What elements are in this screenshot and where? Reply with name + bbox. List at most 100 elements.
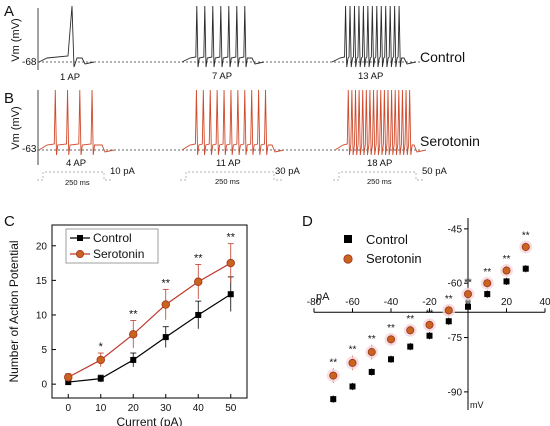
legend-serotonin-label: Serotonin (366, 251, 422, 266)
legend-serotonin-marker (343, 254, 353, 264)
x-tick-label: 30 (160, 403, 172, 414)
significance-marker: ** (503, 254, 511, 265)
data-point-control (484, 291, 491, 298)
data-point-control (227, 291, 234, 298)
data-point-serotonin (348, 358, 357, 367)
y-tick-label: -90 (448, 387, 463, 398)
data-point-serotonin (96, 355, 105, 365)
data-point-serotonin (194, 277, 203, 286)
legend-control-label: Control (366, 232, 408, 247)
significance-marker: ** (483, 267, 491, 278)
legend-serotonin-marker (76, 249, 85, 258)
serotonin-trace-2 (181, 89, 285, 156)
x-tick-label: 50 (225, 403, 237, 414)
data-point-serotonin (329, 371, 338, 380)
y-tick-label: -60 (448, 279, 463, 290)
significance-marker: ** (387, 323, 395, 334)
x-tick-label: 40 (539, 297, 550, 308)
data-point-control (522, 265, 529, 272)
significance-marker: ** (368, 334, 376, 345)
y-axis-label: mV (470, 400, 484, 410)
vm-axis-label-b: Vm (mV) (10, 106, 22, 149)
data-point-control (349, 383, 356, 390)
significance-marker: ** (426, 308, 434, 319)
x-tick-label: 20 (128, 403, 140, 414)
serotonin-trace-3 (334, 89, 427, 156)
significance-marker: ** (226, 232, 235, 244)
chart-c-legend: Control Serotonin (65, 228, 159, 264)
data-point-control (368, 368, 375, 375)
significance-marker: ** (194, 252, 203, 264)
data-point-control (503, 278, 510, 285)
significance-marker: ** (349, 345, 357, 356)
data-point-serotonin (367, 348, 376, 357)
significance-marker: ** (445, 294, 453, 305)
significance-marker: * (99, 341, 104, 353)
data-point-control (407, 343, 414, 350)
significance-marker: ** (161, 277, 170, 289)
data-point-serotonin (226, 258, 235, 268)
serotonin-count-3: 18 AP (367, 158, 392, 169)
panel-label-b: B (4, 90, 14, 107)
significance-marker: ** (522, 231, 530, 242)
legend-control-marker (77, 235, 83, 241)
control-traces: Vm (mV) -68 Control 1 AP 7 AP 13 AP (10, 5, 465, 83)
control-trace-2 (181, 5, 265, 68)
serotonin-trace-label: Serotonin (420, 133, 480, 149)
panel-label-a: A (4, 3, 14, 20)
y-tick-label: 20 (36, 241, 48, 252)
data-point-serotonin (161, 300, 170, 309)
serotonin-count-1: 4 AP (66, 158, 86, 169)
serotonin-traces: Vm (mV) -63 Serotonin 4 AP 11 AP 18 AP 1… (10, 89, 480, 187)
control-trace-3 (331, 5, 417, 68)
chart-d-legend: Control Serotonin (343, 232, 422, 266)
step-duration-2: 250 ms (215, 177, 240, 186)
panel-label-c: C (4, 213, 15, 230)
x-tick-label: 0 (465, 297, 471, 308)
data-point-serotonin (463, 290, 472, 299)
y-tick-label: -45 (448, 224, 463, 235)
x-axis-label: pA (316, 291, 330, 303)
x-tick-label: -40 (384, 297, 399, 308)
data-point-control (445, 318, 452, 325)
series-line-serotonin (67, 262, 232, 378)
plot-frame (51, 224, 248, 399)
current-vs-ap-chart: Control Serotonin 0 10 20 30 40 5005101520Cur… (7, 224, 248, 426)
serotonin-rest-potential: -63 (22, 144, 37, 155)
significance-marker: ** (406, 314, 414, 325)
data-point-serotonin (425, 320, 434, 329)
x-tick-label: -20 (422, 297, 437, 308)
data-point-serotonin (444, 306, 453, 315)
data-point-control (195, 311, 202, 318)
iv-chart: Control Serotonin -80 -60 -40 -20 0 20 40 -45 -6… (307, 218, 550, 410)
data-point-control (162, 334, 169, 341)
data-point-control (465, 303, 471, 310)
significance-marker: ** (129, 308, 138, 320)
step-duration-3: 250 ms (367, 177, 392, 186)
control-trace-label: Control (420, 49, 465, 65)
x-tick-label: 20 (501, 297, 513, 308)
step-duration-1: 250 ms (65, 178, 90, 187)
data-point-control (97, 375, 104, 382)
legend-control-marker (344, 235, 352, 243)
data-point-serotonin (406, 326, 415, 335)
current-step-1 (37, 171, 112, 181)
y-tick-label: 10 (36, 310, 48, 321)
control-rest-potential: -68 (22, 57, 37, 68)
legend-serotonin-label: Serotonin (93, 247, 144, 261)
x-tick-label: -60 (345, 297, 360, 308)
control-count-2: 7 AP (212, 71, 232, 82)
vm-axis-label: Vm (mV) (10, 18, 22, 61)
serotonin-trace-1 (38, 89, 115, 156)
series-line-control (68, 293, 232, 383)
x-axis-label: Current (pA) (116, 415, 182, 426)
y-tick-label: 5 (41, 345, 47, 356)
legend-control-label: Control (93, 231, 132, 245)
serotonin-count-2: 11 AP (216, 158, 241, 169)
step-current-1: 10 pA (110, 166, 135, 177)
data-point-control (65, 379, 72, 386)
current-step-3 (333, 171, 424, 181)
y-tick-label: 0 (41, 380, 47, 391)
data-point-serotonin (129, 330, 138, 339)
